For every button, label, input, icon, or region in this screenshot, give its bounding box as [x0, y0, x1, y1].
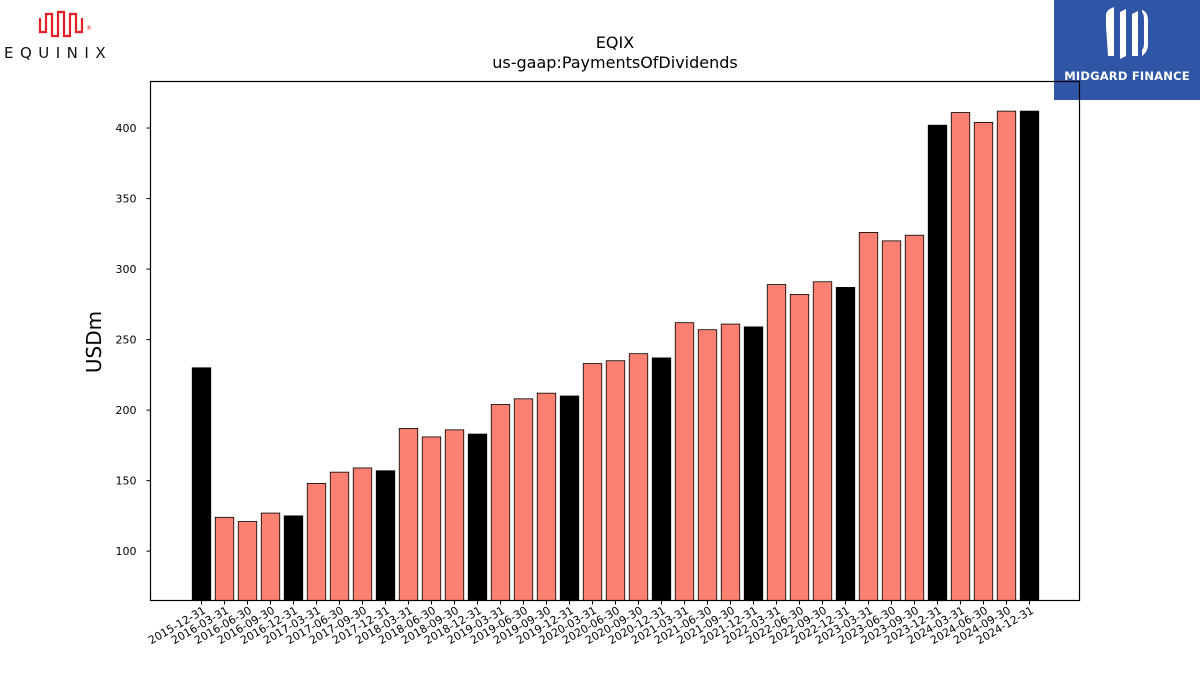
bar-2023-03-31	[858, 232, 879, 601]
x-ticks-group: 2015-12-312016-03-312016-06-302016-09-30…	[146, 600, 1036, 647]
bar-2016-12-31	[283, 515, 304, 601]
bar-2021-12-31	[743, 326, 764, 601]
y-tick-label: 100	[116, 545, 137, 558]
bar-2015-12-31	[191, 367, 212, 601]
bar-2018-03-31	[398, 428, 419, 601]
bar-2019-09-30	[536, 392, 557, 601]
midgard-finance-logo: MIDGARD FINANCE	[1054, 0, 1200, 100]
bar-2021-03-31	[674, 322, 695, 601]
bar-2024-06-30	[973, 121, 994, 601]
bar-2021-09-30	[720, 323, 741, 601]
chart-subtitle: us-gaap:PaymentsOfDividends	[492, 53, 737, 72]
bar-2022-12-31	[835, 287, 856, 601]
plot-frame	[149, 80, 1081, 602]
bar-2018-06-30	[421, 436, 442, 601]
bar-2016-03-31	[214, 516, 235, 601]
bar-2020-09-30	[628, 353, 649, 601]
bar-2024-09-30	[996, 110, 1017, 601]
y-tick-label: 200	[116, 404, 137, 417]
bar-2020-03-31	[582, 363, 603, 601]
bar-2023-09-30	[904, 234, 925, 601]
equinix-wordmark: EQUINIX	[4, 44, 113, 62]
bar-2018-12-31	[467, 433, 488, 601]
bar-2022-09-30	[812, 281, 833, 601]
bar-2016-06-30	[237, 521, 258, 601]
bar-2019-06-30	[513, 398, 534, 601]
bar-2021-06-30	[697, 329, 718, 601]
y-tick-label: 300	[116, 263, 137, 276]
bar-2024-12-31	[1019, 110, 1040, 601]
y-axis-label: USDm	[82, 311, 106, 373]
y-tick-label: 350	[116, 193, 137, 206]
midgard-mark-icon	[1106, 7, 1148, 59]
bar-2024-03-31	[950, 112, 971, 601]
bar-2019-03-31	[490, 404, 511, 601]
bar-2017-12-31	[375, 470, 396, 601]
equinix-registered-mark: ®	[86, 25, 92, 32]
midgard-wordmark: MIDGARD FINANCE	[1064, 69, 1190, 83]
y-tick-label: 150	[116, 475, 137, 488]
y-tick-label: 250	[116, 334, 137, 347]
bar-2017-09-30	[352, 467, 373, 601]
equinix-mark-icon: ®	[38, 10, 92, 38]
bar-2022-03-31	[766, 284, 787, 601]
bar-2018-09-30	[444, 429, 465, 601]
y-ticks-group: 100 150 200 250 300 350 400	[116, 122, 151, 558]
bar-2022-06-30	[789, 294, 810, 601]
bar-2017-06-30	[329, 471, 350, 601]
y-tick-label: 400	[116, 122, 137, 135]
equinix-logo: ® EQUINIX	[0, 0, 130, 70]
bar-2020-12-31	[651, 357, 672, 601]
bars-group	[191, 110, 1040, 601]
bar-2023-06-30	[881, 240, 902, 601]
bar-2017-03-31	[306, 483, 327, 601]
chart-title: EQIX	[596, 33, 634, 52]
bar-2020-06-30	[605, 360, 626, 601]
bar-2016-09-30	[260, 512, 281, 601]
bar-2023-12-31	[927, 124, 948, 601]
bar-2019-12-31	[559, 395, 580, 601]
